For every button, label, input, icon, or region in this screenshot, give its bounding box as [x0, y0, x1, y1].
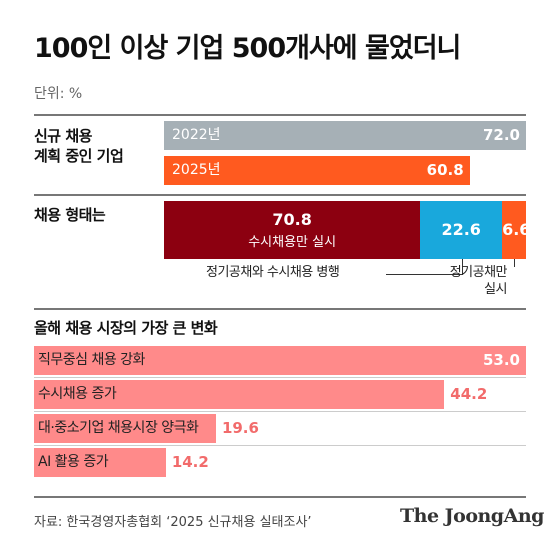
segment-name-label: 수시채용만 실시: [248, 235, 337, 250]
bar-value-label: 44.2: [450, 385, 488, 403]
segment-mixed: 22.6: [420, 201, 503, 259]
bar-year-2025: 2025년 60.8: [164, 156, 470, 185]
segment-regular-caption-line1: 정기공채만: [449, 265, 508, 280]
section1-label: 신규 채용 계획 중인 기업: [34, 126, 124, 166]
section-divider: [34, 194, 526, 196]
publisher-logo: The JoongAng: [400, 505, 544, 527]
bar-value-label: 14.2: [171, 453, 209, 471]
section-divider: [34, 114, 526, 116]
section1-label-line1: 신규 채용: [34, 127, 92, 145]
bar-category-label: AI 활용 증가: [38, 454, 109, 470]
bar-year-2022: 2022년 72.0: [164, 121, 526, 150]
bar-category-label: 2025년: [172, 162, 221, 178]
segment-value-label: 70.8: [272, 210, 312, 229]
section1-label-line2: 계획 중인 기업: [34, 147, 124, 165]
hiring-plan-chart: 2022년 72.0 2025년 60.8: [164, 121, 526, 185]
row-divider: [34, 377, 526, 378]
bar-category-label: 2022년: [172, 127, 221, 143]
bar-polarization: [34, 414, 216, 443]
segment-mixed-caption: 정기공채와 수시채용 병행: [206, 265, 340, 280]
section-divider: [34, 308, 526, 310]
segment-value-label: 6.6: [502, 220, 531, 239]
row-divider: [34, 445, 526, 446]
market-change-chart: 직무중심 채용 강화 53.0 수시채용 증가 44.2 대·중소기업 채용시장 양극화…: [34, 346, 526, 481]
segment-occasional-only: 70.8 수시채용만 실시: [164, 201, 421, 259]
footer-divider: [34, 496, 526, 498]
bar-category-label: 수시채용 증가: [38, 386, 117, 402]
section2-label: 채용 형태는: [34, 206, 106, 224]
page-title: 100인 이상 기업 500개사에 물었더니: [34, 33, 461, 64]
bar-ai-usage: [34, 448, 166, 477]
bar-job-centric: [34, 346, 526, 375]
segment-regular-only: 6.6: [502, 201, 531, 259]
row-divider: [34, 411, 526, 412]
bar-value-label: 19.6: [221, 419, 259, 437]
bar-value-label: 53.0: [482, 351, 520, 369]
segment-regular-caption-line2: 실시: [484, 282, 507, 297]
leader-line-vertical: [514, 259, 516, 267]
leader-line-vertical: [462, 259, 464, 275]
segment-value-label: 22.6: [441, 220, 481, 239]
bar-value-label: 60.8: [426, 161, 464, 179]
bar-occasional-increase: [34, 380, 445, 409]
unit-label: 단위: %: [34, 86, 83, 102]
bar-category-label: 직무중심 채용 강화: [38, 352, 145, 368]
section3-label: 올해 채용 시장의 가장 큰 변화: [34, 319, 218, 337]
leader-line-horizontal: [386, 274, 464, 275]
bar-category-label: 대·중소기업 채용시장 양극화: [38, 420, 199, 436]
bar-value-label: 72.0: [482, 126, 520, 144]
source-note: 자료: 한국경영자총협회 ‘2025 신규채용 실태조사’: [34, 515, 312, 530]
